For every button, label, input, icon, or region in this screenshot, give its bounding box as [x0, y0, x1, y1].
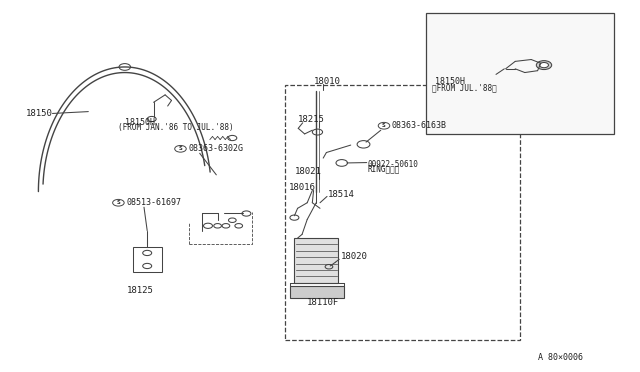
Bar — [290, 286, 344, 298]
Text: 18016: 18016 — [289, 183, 316, 192]
Text: 18150: 18150 — [26, 109, 52, 118]
Text: 18125: 18125 — [127, 286, 154, 295]
Text: RINGリング: RINGリング — [368, 165, 401, 174]
Text: 18010: 18010 — [314, 77, 340, 86]
Text: 08513-61697: 08513-61697 — [126, 198, 181, 207]
Text: 18020: 18020 — [340, 252, 367, 261]
Text: 「FROM JUL.'88」: 「FROM JUL.'88」 — [432, 83, 497, 92]
Text: A 80×0006: A 80×0006 — [538, 353, 582, 362]
Text: 18514: 18514 — [328, 190, 355, 199]
Text: S: S — [116, 200, 120, 205]
Text: S: S — [179, 146, 182, 151]
Text: S: S — [382, 123, 386, 128]
Bar — [285, 85, 520, 340]
Text: 08363-6302G: 08363-6302G — [188, 144, 243, 153]
Text: 18150H: 18150H — [435, 77, 465, 86]
Text: 08363-6163B: 08363-6163B — [392, 121, 447, 130]
Bar — [133, 247, 162, 272]
Text: (FROM JAN.'86 TO JUL.'88): (FROM JAN.'86 TO JUL.'88) — [118, 123, 234, 132]
Text: 18215: 18215 — [298, 115, 325, 124]
Circle shape — [536, 61, 552, 70]
Bar — [294, 238, 338, 283]
Text: 18021: 18021 — [294, 167, 321, 176]
Text: 18110F: 18110F — [307, 298, 339, 307]
Text: 00922-50610: 00922-50610 — [368, 160, 419, 169]
Bar — [426, 13, 614, 134]
Text: 18150H: 18150H — [125, 118, 155, 126]
Circle shape — [540, 62, 548, 68]
